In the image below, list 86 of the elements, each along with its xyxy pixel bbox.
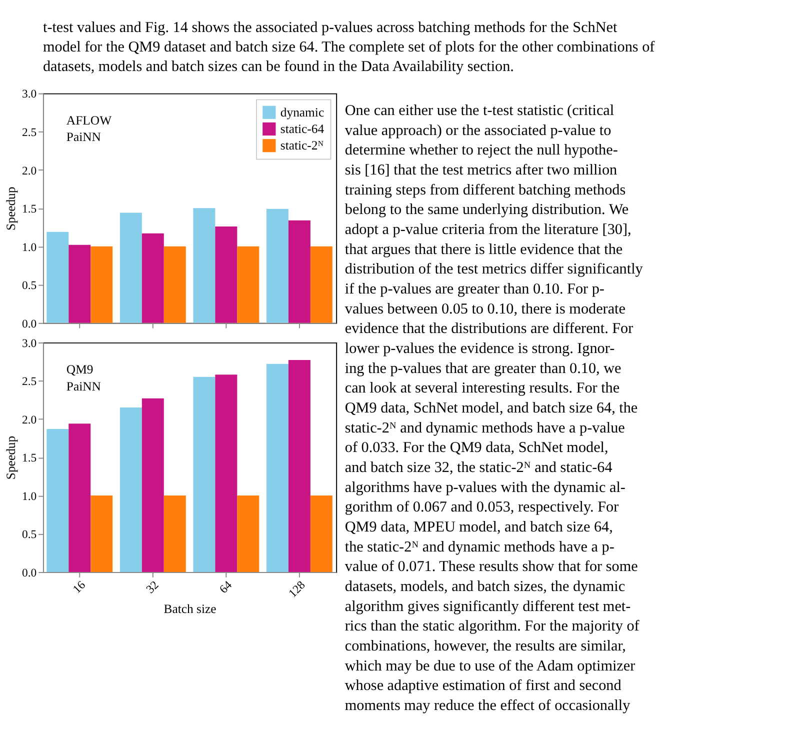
bar [215, 374, 238, 572]
annotation: PaiNN [66, 379, 101, 394]
y-tick-label: 0.5 [22, 279, 37, 292]
text: whose adaptive estimation of first and second [344, 678, 622, 694]
y-axis-title: Speedup [4, 436, 18, 480]
y-tick-label: 0.5 [22, 528, 37, 542]
bar [46, 428, 69, 572]
y-tick-label: 3.0 [22, 336, 37, 350]
text: combinations, however, the results are similar, [344, 638, 626, 654]
y-tick-label: 1.0 [22, 240, 37, 254]
bar [164, 496, 186, 572]
legend-label: dynamic [280, 105, 324, 120]
y-tick-label: 1.5 [22, 202, 37, 216]
text: distribution of the test metrics differ significantly [344, 262, 644, 278]
text: and batch size 32, the static-2ᴺ and static-64 [344, 460, 613, 476]
text: the static-2ᴺ and dynamic methods have a p- [344, 539, 614, 556]
text: if the p-values are greater than 0.10. For p- [344, 281, 604, 298]
bar [193, 376, 216, 572]
text: ing the p-values that are greater than 0.10, we [344, 360, 622, 377]
text: value of 0.071. These results show that for some [344, 559, 638, 576]
text: adopt a p-value criteria from the literature [30], [344, 222, 632, 238]
bar [193, 208, 216, 323]
bar [288, 360, 310, 572]
bar [46, 232, 69, 323]
bar [310, 246, 332, 323]
bar [288, 220, 310, 323]
bar [266, 364, 288, 572]
x-tick-label: 64 [217, 578, 235, 596]
bar [310, 496, 332, 572]
text: One can either use the t-test statistic (critical [344, 102, 614, 119]
bar [68, 244, 91, 323]
bar [90, 496, 113, 572]
y-tick-label: 1.5 [22, 452, 37, 465]
text: determine whether to reject the null hypothe- [344, 142, 618, 159]
bar [215, 226, 238, 323]
text: values between 0.05 to 0.10, there is moderate [344, 301, 626, 318]
y-tick-label: 2.5 [22, 375, 37, 388]
text: can look at several interesting results. For the [344, 380, 620, 397]
text: sis [16] that the test metrics after two million [344, 162, 618, 178]
y-axis-title: Speedup [4, 186, 18, 230]
x-tick-label: 32 [144, 578, 162, 596]
text: algorithm gives significantly different test met- [344, 598, 631, 615]
text: model for the QM9 dataset and batch size 64. The complete set of plots for the other combinations of [42, 39, 656, 56]
x-tick-label: 16 [70, 578, 88, 596]
annotation: QM9 [66, 362, 94, 377]
x-axis-title: Batch size [164, 602, 217, 616]
legend-label: static-64 [280, 122, 325, 136]
text: of 0.033. For the QM9 data, SchNet model, [344, 440, 608, 456]
text: QM9 data, SchNet model, and batch size 64, the [344, 400, 638, 416]
legend-label: static-2ᴺ [280, 138, 324, 153]
annotation: PaiNN [66, 130, 101, 144]
y-tick-label: 2.0 [22, 164, 37, 178]
bar [142, 233, 164, 323]
text: t-test values and Fig. 14 shows the associated p-values across batching methods for the SchNet [42, 20, 618, 36]
text: gorithm of 0.067 and 0.053, respectively. For [344, 500, 619, 516]
text: belong to the same underlying distribution. We [344, 202, 629, 218]
text: evidence that the distributions are different. For [344, 321, 634, 338]
text: datasets, models and batch sizes can be found in the Data Availability section. [42, 58, 514, 75]
text: moments may reduce the effect of occasionally [344, 698, 631, 714]
text: training steps from different batching methods [344, 182, 626, 198]
bar [142, 398, 164, 572]
x-tick-label: 128 [286, 578, 308, 600]
y-tick-label: 2.5 [22, 126, 37, 139]
bar [120, 212, 142, 323]
text: which may be due to use of the Adam optimizer [344, 658, 636, 674]
text: that argues that there is little evidence that the [344, 242, 623, 258]
y-tick-label: 3.0 [22, 88, 37, 101]
y-tick-label: 2.0 [22, 413, 37, 426]
text: value approach) or the associated p-value to [344, 122, 612, 139]
bar [237, 496, 260, 572]
y-tick-label: 0.0 [22, 566, 37, 580]
bar [120, 408, 142, 572]
text: QM9 data, MPEU model, and batch size 64, [344, 519, 613, 536]
bar [237, 246, 260, 323]
y-tick-label: 0.0 [22, 317, 37, 330]
bar [68, 424, 91, 572]
text: datasets, models, and batch sizes, the dynamic [344, 578, 626, 595]
text: lower p-values the evidence is strong. Ignor- [344, 340, 615, 357]
bar [90, 246, 113, 323]
annotation: AFLOW [66, 114, 112, 128]
bar [266, 208, 288, 323]
y-tick-label: 1.0 [22, 490, 37, 503]
text: algorithms have p-values with the dynamic al- [344, 480, 626, 496]
bar [164, 246, 186, 323]
text: rics than the static algorithm. For the majority of [344, 618, 640, 635]
text: static-2ᴺ and dynamic methods have a p-value [344, 420, 626, 436]
